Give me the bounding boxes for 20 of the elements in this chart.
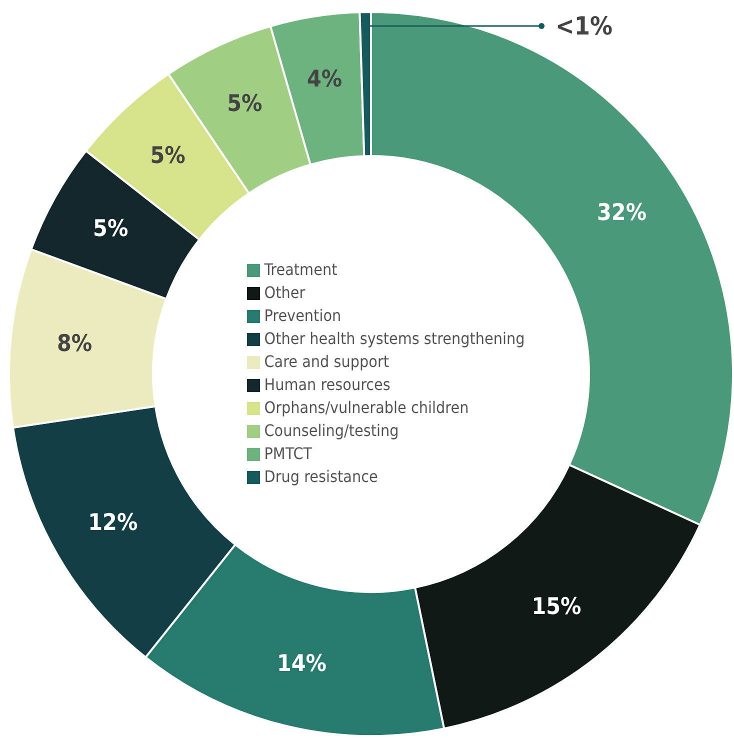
data-label: 5%: [227, 91, 263, 118]
data-label: <1%: [556, 12, 613, 41]
data-label: 15%: [532, 594, 582, 620]
data-label: 32%: [597, 200, 647, 226]
legend-label: Other: [264, 283, 306, 302]
legend-label: Care and support: [264, 352, 390, 371]
legend-label: Human resources: [264, 375, 390, 394]
data-label: 5%: [150, 143, 186, 170]
legend-label: Other health systems strengthening: [264, 329, 525, 348]
legend-label: Treatment: [264, 260, 338, 279]
data-label: 12%: [88, 510, 138, 536]
data-label: 4%: [307, 66, 342, 93]
legend-label: Counseling/testing: [264, 421, 399, 440]
legend-label: Orphans/vulnerable children: [264, 398, 469, 417]
data-label: 5%: [93, 216, 128, 242]
legend-label: Drug resistance: [264, 467, 378, 486]
legend-label: Prevention: [264, 306, 342, 325]
data-label: 8%: [56, 330, 92, 357]
data-label: 14%: [277, 650, 327, 677]
legend-label: PMTCT: [264, 444, 312, 463]
